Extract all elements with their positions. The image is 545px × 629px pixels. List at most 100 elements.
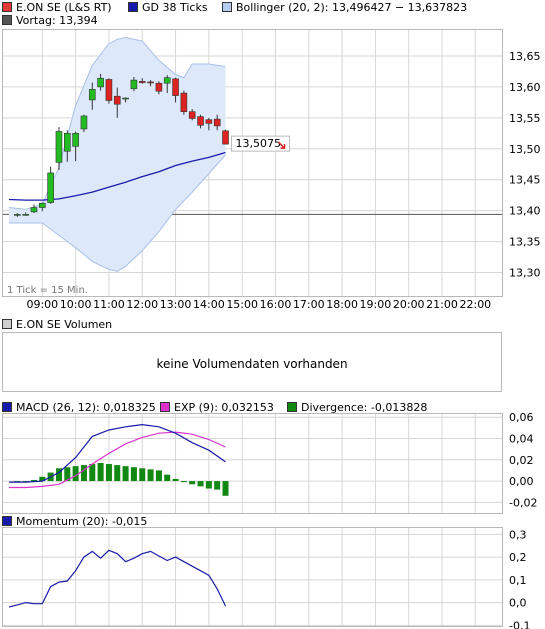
legend-vortag: Vortag: 13,394 <box>2 13 98 27</box>
macd-y-tick-label: 0,04 <box>509 432 534 445</box>
time-x-tick-label: 20:00 <box>393 298 425 311</box>
candle-body <box>172 78 179 96</box>
candle-body <box>88 89 96 101</box>
candle-body <box>72 133 79 147</box>
time-x-tick-label: 14:00 <box>193 298 225 311</box>
legend-macd-label: MACD (26, 12): 0,018325 <box>16 400 156 414</box>
divergence-bar <box>180 481 187 483</box>
momentum-plot-frame <box>2 527 503 627</box>
volume-panel: keine Volumendaten vorhanden <box>2 332 502 392</box>
divergence-bar <box>147 469 154 482</box>
time-x-tick-label: 16:00 <box>260 298 292 311</box>
time-x-tick-label: 22:00 <box>459 298 491 311</box>
price-chart: 13,5075 1 Tick = 15 Min. 13,65 13,60 13,55… <box>2 29 541 311</box>
divergence-bar <box>155 470 162 482</box>
price-y-tick-label: 13,60 <box>509 81 541 94</box>
candle-body <box>213 118 221 127</box>
legend-gd: GD 38 Ticks <box>128 0 208 14</box>
divergence-bar <box>30 480 37 482</box>
legend-gd-label: GD 38 Ticks <box>142 0 208 14</box>
divergence-bar <box>222 481 229 496</box>
candle-body <box>97 77 104 88</box>
divergence-bar <box>214 481 221 490</box>
divergence-bar <box>164 474 171 482</box>
candle-body <box>22 214 29 216</box>
divergence-bar <box>205 481 212 489</box>
price-swatch-icon <box>2 2 12 12</box>
candle-body <box>80 115 88 130</box>
price-y-tick-label: 13,45 <box>509 174 541 187</box>
price-y-tick-label: 13,55 <box>509 112 541 125</box>
tick-interval-note: 1 Tick = 15 Min. <box>7 285 88 296</box>
legend-exp-label: EXP (9): 0,032153 <box>174 400 274 414</box>
gd38-line <box>8 151 226 201</box>
legend-momentum-label: Momentum (20): -0,015 <box>16 514 148 528</box>
divergence-bar <box>197 481 204 487</box>
divergence-bar <box>72 466 79 482</box>
macd-plot-frame <box>2 413 503 514</box>
legend-price: E.ON SE (L&S RT) <box>2 0 112 14</box>
divergence-bar <box>189 481 196 485</box>
last-price-box <box>231 135 291 152</box>
divergence-bar <box>172 478 179 482</box>
momentum-y-tick-label: 0,0 <box>509 597 527 610</box>
candle-body <box>205 119 213 124</box>
divergence-bar <box>139 468 146 482</box>
divergence-bar <box>130 467 137 482</box>
candle-body <box>147 81 154 84</box>
exp-swatch-icon <box>160 402 170 412</box>
momentum-y-tick-label: 0,1 <box>509 574 527 587</box>
legend-macd: MACD (26, 12): 0,018325 <box>2 400 156 414</box>
divergence-bar <box>105 464 112 482</box>
time-x-tick-label: 19:00 <box>360 298 392 311</box>
price-y-tick-label: 13,40 <box>509 205 541 218</box>
macd-swatch-icon <box>2 402 12 412</box>
candle-body <box>188 111 196 119</box>
bollinger-lower-line <box>9 154 226 272</box>
candle-body <box>30 207 38 213</box>
time-x-tick-label: 10:00 <box>60 298 92 311</box>
candle-body <box>55 131 63 163</box>
legend-price-label: E.ON SE (L&S RT) <box>16 0 112 14</box>
legend-vortag-label: Vortag: 13,394 <box>16 13 98 27</box>
candle-body <box>130 79 138 90</box>
price-y-tick-label: 13,50 <box>509 143 541 156</box>
macd-chart: 0,06 0,04 0,02 0,00 -0,02 <box>2 412 537 514</box>
momentum-y-tick-label: 0,3 <box>509 528 527 541</box>
candle-body <box>39 202 46 208</box>
candle-body <box>180 92 188 112</box>
price-y-tick-label: 13,65 <box>509 50 541 63</box>
candle-body <box>63 133 71 152</box>
time-x-tick-label: 15:00 <box>226 298 258 311</box>
bollinger-band-area <box>9 37 226 272</box>
legend-divergence-label: Divergence: -0,013828 <box>301 400 428 414</box>
divergence-bar <box>55 468 62 482</box>
gd-swatch-icon <box>128 2 138 12</box>
legend-volume-label: E.ON SE Volumen <box>16 317 113 331</box>
divergence-swatch-icon <box>287 402 297 412</box>
candle-body <box>122 97 129 100</box>
candle-body <box>14 214 21 216</box>
macd-y-tick-label: 0,00 <box>509 475 534 488</box>
candle-body <box>47 172 54 203</box>
legend-momentum: Momentum (20): -0,015 <box>2 514 147 528</box>
last-price-label: 13,5075 <box>236 137 282 150</box>
candle-body <box>197 116 204 126</box>
bollinger-swatch-icon <box>222 2 232 12</box>
macd-line <box>9 423 226 483</box>
exp-line <box>9 431 226 489</box>
candle-body <box>105 79 113 101</box>
price-y-tick-label: 13,30 <box>509 266 541 279</box>
time-x-tick-label: 18:00 <box>326 298 358 311</box>
divergence-bar <box>114 465 121 482</box>
time-x-tick-label: 17:00 <box>293 298 325 311</box>
divergence-bar <box>89 464 96 482</box>
momentum-swatch-icon <box>2 516 12 526</box>
legend-volume: E.ON SE Volumen <box>2 317 112 331</box>
time-x-tick-label: 11:00 <box>93 298 125 311</box>
macd-y-tick-label: -0,02 <box>509 496 537 509</box>
divergence-bar <box>39 476 46 482</box>
momentum-line <box>8 549 227 608</box>
momentum-y-tick-label: 0,2 <box>509 551 527 564</box>
momentum-y-tick-label: -0,1 <box>509 619 530 629</box>
